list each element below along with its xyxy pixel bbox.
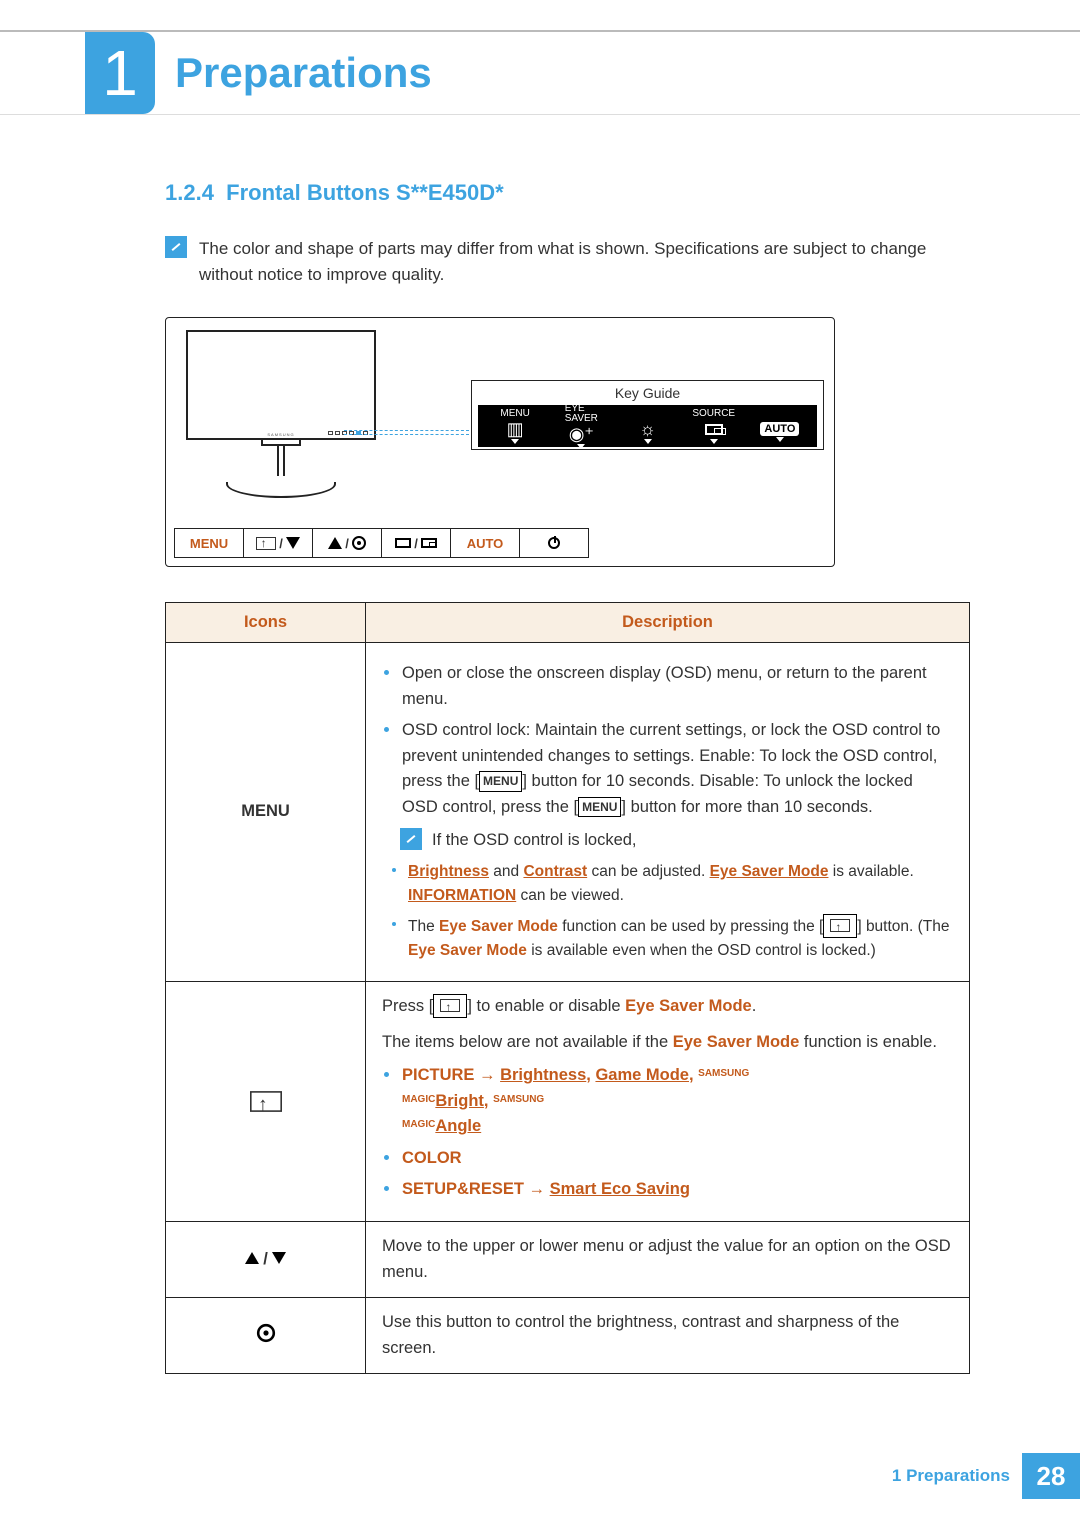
eye-unavail-picture: PICTURE → Brightness, Game Mode, SAMSUNG…	[402, 1063, 953, 1140]
btn-up-target: /	[312, 528, 382, 558]
eye-unavail-setup: SETUP&RESET → Smart Eco Saving	[402, 1177, 953, 1203]
row-eye-desc: Press [] to enable or disable Eye Saver …	[366, 982, 970, 1222]
eye-rect-inline-icon	[433, 994, 467, 1018]
locked-sub-2: The Eye Saver Mode function can be used …	[408, 914, 953, 963]
locked-note-text: If the OSD control is locked,	[432, 828, 637, 854]
monitor-diagram: SAMSUNG Key Guide MENU ▥ EYE SAVER ◉⁺	[165, 317, 835, 567]
menu-rect-icon: ▥	[507, 420, 524, 438]
menu-desc-lock: OSD control lock: Maintain the current s…	[402, 718, 953, 820]
key-guide-label: Key Guide	[478, 385, 817, 401]
th-description: Description	[366, 603, 970, 643]
table-row: Press [] to enable or disable Eye Saver …	[166, 982, 970, 1222]
btn-menu: MENU	[174, 528, 244, 558]
pencil-icon	[165, 236, 187, 258]
chapter-title: Preparations	[175, 49, 432, 97]
table-row: MENU Open or close the onscreen display …	[166, 643, 970, 982]
footer-chapter-ref: 1 Preparations	[892, 1466, 1010, 1486]
row-menu-desc: Open or close the onscreen display (OSD)…	[366, 643, 970, 982]
chapter-header: 1 Preparations	[0, 30, 1080, 115]
btn-source-pip: /	[381, 528, 451, 558]
row-updown-desc: Move to the upper or lower menu or adjus…	[366, 1221, 970, 1297]
monitor-outline: SAMSUNG	[186, 330, 376, 480]
menu-desc-open: Open or close the onscreen display (OSD)…	[402, 661, 953, 712]
osd-eye-saver: EYE SAVER ◉⁺	[548, 404, 614, 449]
menu-inline-icon: MENU	[578, 797, 621, 818]
locked-sub-1: Brightness and Contrast can be adjusted.…	[408, 860, 953, 908]
page-footer: 1 Preparations 28	[892, 1453, 1080, 1499]
down-icon	[286, 537, 300, 549]
sun-icon: ☼	[639, 420, 656, 438]
btn-eye-down: /	[243, 528, 313, 558]
row-updown-icon: /	[166, 1221, 366, 1297]
footer-page-number: 28	[1022, 1453, 1080, 1499]
locked-note: If the OSD control is locked,	[400, 828, 953, 854]
eye-rect-icon	[256, 537, 276, 550]
osd-auto: AUTO	[747, 411, 813, 442]
osd-bar: MENU ▥ EYE SAVER ◉⁺ ☼ SOURCE	[478, 405, 817, 447]
chapter-number: 1	[102, 36, 138, 110]
btn-power	[519, 528, 589, 558]
section-title: Frontal Buttons S**E450D*	[226, 180, 504, 205]
eye-unavail-color: COLOR	[402, 1146, 953, 1172]
table-row: / Move to the upper or lower menu or adj…	[166, 1221, 970, 1297]
row-target-icon	[166, 1298, 366, 1374]
spec-note-text: The color and shape of parts may differ …	[199, 236, 970, 287]
th-icons: Icons	[166, 603, 366, 643]
button-description-table: Icons Description MENU Open or close the…	[165, 602, 970, 1374]
section-number: 1.2.4	[165, 180, 214, 205]
eye-rect-inline-icon	[823, 914, 857, 938]
osd-brightness: ☼	[614, 409, 680, 444]
up-icon	[328, 537, 342, 549]
section-heading: 1.2.4 Frontal Buttons S**E450D*	[165, 180, 970, 206]
pip-icon	[421, 538, 437, 548]
physical-button-row: MENU / / / AUTO	[174, 528, 834, 558]
auto-pill: AUTO	[760, 422, 799, 436]
rect-icon	[395, 538, 411, 548]
btn-auto: AUTO	[450, 528, 520, 558]
osd-menu: MENU ▥	[482, 409, 548, 444]
source-icon	[705, 424, 723, 435]
page-content: 1.2.4 Frontal Buttons S**E450D* The colo…	[165, 180, 970, 1374]
table-row: Use this button to control the brightnes…	[166, 1298, 970, 1374]
row-eye-icon	[166, 982, 366, 1222]
key-guide-panel: Key Guide MENU ▥ EYE SAVER ◉⁺ ☼	[471, 380, 824, 450]
row-target-desc: Use this button to control the brightnes…	[366, 1298, 970, 1374]
spec-note: The color and shape of parts may differ …	[165, 236, 970, 287]
menu-inline-icon: MENU	[479, 771, 522, 792]
target-icon	[352, 536, 366, 550]
row-menu-icon: MENU	[166, 643, 366, 982]
osd-source: SOURCE	[681, 409, 747, 444]
pencil-icon	[400, 828, 422, 850]
eye-icon: ◉⁺	[569, 425, 594, 443]
chapter-number-tab: 1	[85, 32, 155, 114]
power-icon	[548, 537, 560, 549]
